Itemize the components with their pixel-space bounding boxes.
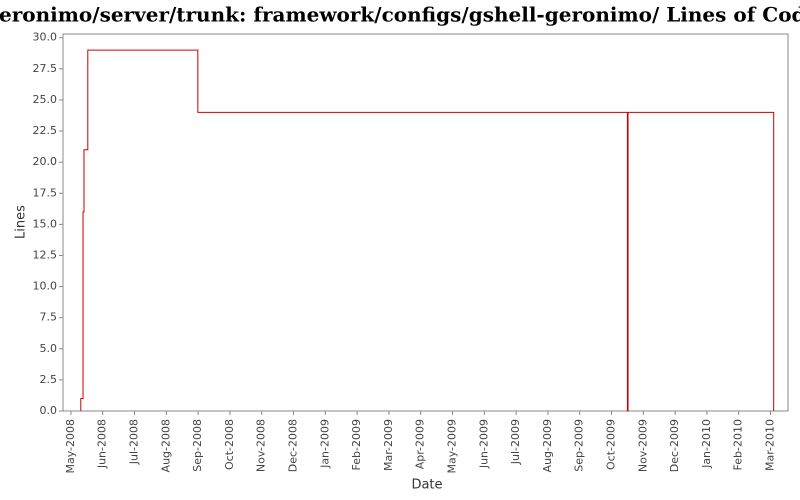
y-tick-label: 10.0 [33,280,58,293]
x-tick-label: Nov-2008 [255,419,268,472]
y-tick-label: 0.0 [40,404,58,417]
y-tick-label: 12.5 [33,248,58,261]
x-tick-label: Oct-2009 [605,419,618,470]
y-tick-label: 20.0 [33,155,58,168]
x-tick-label: Dec-2008 [287,419,300,472]
x-tick-label: Jul-2008 [128,419,141,465]
x-tick-label: Apr-2009 [414,419,427,469]
x-tick-label: Aug-2008 [159,419,172,472]
x-axis-label: Date [411,478,442,493]
x-tick-label: Jul-2009 [509,419,522,465]
plot-frame [62,33,789,412]
x-tick-label: Jan-2009 [318,419,331,469]
y-tick-label: 30.0 [33,31,58,44]
x-tick-label: Sep-2008 [191,419,204,472]
y-tick-label: 5.0 [40,342,58,355]
step-line [80,49,775,412]
x-tick-label: Feb-2009 [350,419,363,470]
y-tick-label: 22.5 [33,124,58,137]
x-tick-label: Feb-2010 [732,419,745,470]
x-tick-label: Sep-2009 [573,419,586,472]
y-tick-label: 7.5 [40,311,58,324]
x-tick-label: Aug-2009 [541,419,554,472]
y-tick-label: 17.5 [33,186,58,199]
x-tick-label: May-2008 [64,419,77,474]
y-axis-label: Lines [14,205,29,239]
x-tick-label: Jan-2010 [700,419,713,469]
x-tick-label: Dec-2009 [668,419,681,472]
x-tick-label: May-2009 [446,419,459,474]
x-tick-label: Jun-2009 [477,419,490,469]
y-tick-label: 25.0 [33,93,58,106]
x-tick-label: Mar-2009 [382,419,395,471]
x-tick-label: Oct-2008 [223,419,236,470]
y-tick-label: 27.5 [33,62,58,75]
chart-title: /geronimo/server/trunk: framework/config… [0,3,800,27]
y-tick-label: 15.0 [33,217,58,230]
y-tick-label: 2.5 [40,373,58,386]
x-tick-label: Nov-2009 [636,419,649,472]
x-tick-label: Jun-2008 [96,419,109,469]
x-tick-label: Mar-2010 [764,419,777,471]
